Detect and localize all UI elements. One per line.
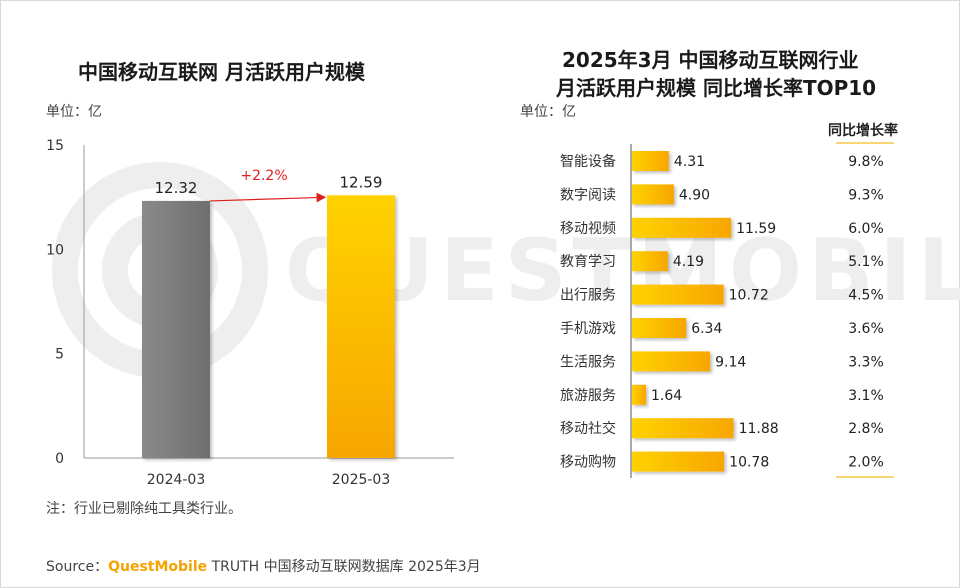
industry-bar-value-label: 4.90	[679, 187, 710, 203]
footnote: 注：行业已剔除纯工具类行业。	[46, 501, 242, 517]
industry-bar-value-label: 10.78	[729, 455, 769, 471]
category-label: 出行服务	[560, 288, 616, 304]
left-x-tick-label: 2025-03	[332, 472, 391, 488]
growth-annotation-label: +2.2%	[240, 168, 287, 184]
left-bar-2024-03	[142, 200, 210, 458]
industry-bar-value-label: 11.59	[736, 221, 776, 237]
source-brand: QuestMobile	[108, 559, 208, 575]
industry-bar-移动视频	[632, 217, 732, 238]
industry-bar-value-label: 10.72	[729, 288, 769, 304]
right-unit-label: 单位：亿	[520, 104, 576, 120]
growth-rate-value: 3.6%	[848, 321, 884, 337]
industry-bar-智能设备	[632, 151, 669, 171]
growth-rate-value: 4.5%	[848, 288, 884, 304]
industry-bar-value-label: 9.14	[715, 354, 746, 370]
left-y-tick-label: 5	[55, 347, 64, 363]
industry-bar-value-label: 4.31	[674, 154, 705, 170]
industry-bar-教育学习	[632, 251, 668, 272]
industry-bar-出行服务	[632, 284, 724, 305]
growth-rate-value: 9.3%	[848, 187, 884, 203]
growth-rate-value: 5.1%	[848, 254, 884, 270]
category-label: 旅游服务	[560, 388, 616, 404]
industry-bar-value-label: 11.88	[739, 421, 779, 437]
industry-bar-value-label: 4.19	[673, 254, 704, 270]
category-label: 移动视频	[560, 221, 616, 237]
category-label: 移动社交	[560, 420, 616, 437]
industry-bar-移动社交	[632, 418, 734, 439]
left-y-tick-label: 10	[46, 242, 64, 258]
category-label: 智能设备	[560, 153, 616, 170]
category-label: 数字阅读	[560, 186, 616, 203]
industry-bar-手机游戏	[632, 318, 687, 338]
left-bar-2025-03	[327, 195, 395, 458]
source-prefix: Source：	[46, 559, 109, 575]
growth-rate-header: 同比增长率	[828, 123, 898, 139]
left-x-tick-label: 2024-03	[147, 472, 206, 488]
industry-bar-旅游服务	[632, 384, 647, 405]
growth-rate-value: 3.1%	[848, 388, 884, 404]
right-chart-title-line1: 2025年3月 中国移动互联网行业	[562, 48, 859, 72]
watermark-text: QUESTMOBILE	[285, 221, 960, 321]
right-chart-title-line2: 月活跃用户规模 同比增长率TOP10	[556, 76, 877, 100]
left-bar-chart: 0 5 10 15 12.32 2024-03 12.59 2025-03 +2.2%	[46, 138, 454, 488]
category-label: 手机游戏	[560, 321, 616, 337]
growth-rate-value: 9.8%	[848, 154, 884, 170]
category-label: 生活服务	[560, 354, 616, 370]
growth-arrow	[209, 192, 327, 203]
industry-bar-生活服务	[632, 351, 711, 372]
source-line: Source：QuestMobile TRUTH 中国移动互联网数据库 2025…	[46, 556, 481, 576]
left-chart-title: 中国移动互联网 月活跃用户规模	[78, 60, 365, 84]
industry-bar-数字阅读	[632, 184, 674, 205]
left-bar-value-label: 12.32	[155, 179, 198, 197]
right-bar-chart: 智能设备 4.31 9.8% 数字阅读 4.90 9.3% 移动视频 11.59 6.0% 教育学…	[560, 142, 894, 478]
growth-rate-value: 2.0%	[848, 455, 884, 471]
category-label: 教育学习	[560, 254, 616, 270]
category-label: 移动购物	[560, 455, 616, 471]
source-rest: TRUTH 中国移动互联网数据库 2025年3月	[207, 559, 481, 575]
left-unit-label: 单位：亿	[46, 104, 102, 120]
industry-bar-value-label: 6.34	[691, 321, 722, 337]
industry-bar-value-label: 1.64	[651, 388, 682, 404]
growth-rate-value: 2.8%	[848, 421, 884, 437]
left-bar-value-label: 12.59	[340, 173, 383, 191]
growth-rate-value: 6.0%	[848, 221, 884, 237]
growth-rate-value: 3.3%	[848, 354, 884, 370]
left-y-tick-label: 15	[46, 138, 64, 154]
left-y-tick-label: 0	[55, 451, 64, 467]
industry-bar-移动购物	[632, 451, 725, 472]
